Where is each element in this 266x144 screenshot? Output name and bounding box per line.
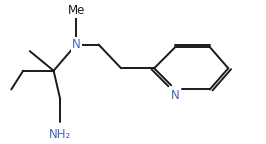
Text: Me: Me xyxy=(67,4,85,17)
Text: N: N xyxy=(72,38,81,51)
Text: NH₂: NH₂ xyxy=(49,128,71,141)
Text: N: N xyxy=(171,89,180,103)
